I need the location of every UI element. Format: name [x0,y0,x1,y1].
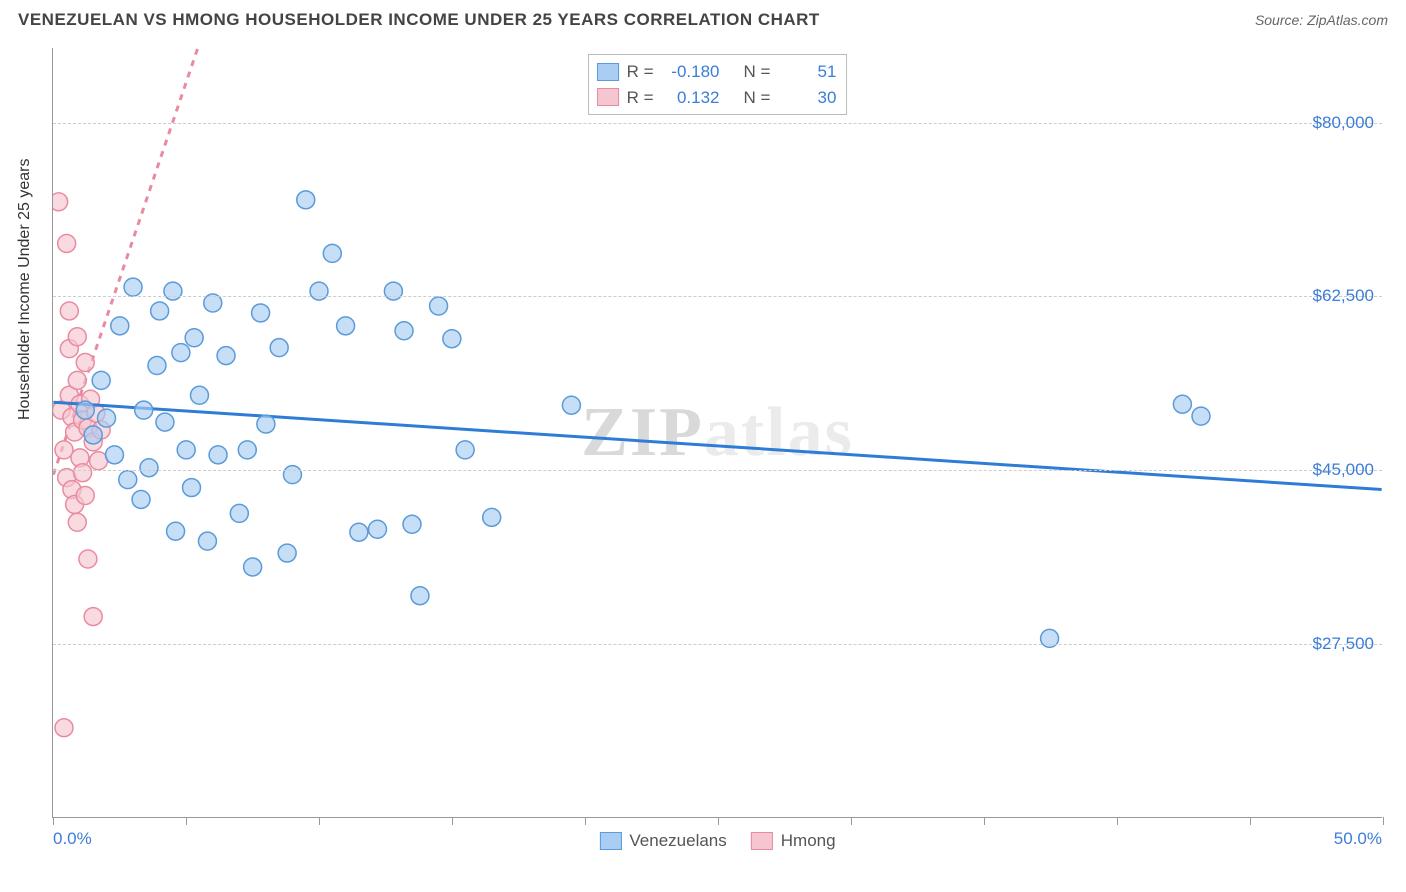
chart-title: VENEZUELAN VS HMONG HOUSEHOLDER INCOME U… [18,10,820,30]
n-value-hmong: 30 [778,85,836,111]
grid-line [53,123,1382,124]
stat-row-venezuelans: R = -0.180 N = 51 [597,59,837,85]
scatter-plot-svg [53,48,1382,817]
x-tick-mark [53,817,54,825]
header: VENEZUELAN VS HMONG HOUSEHOLDER INCOME U… [0,0,1406,36]
grid-line [53,470,1382,471]
x-max-label: 50.0% [1334,829,1382,849]
source-label: Source: [1255,12,1303,28]
series-legend: Venezuelans Hmong [599,831,835,851]
x-min-label: 0.0% [53,829,92,849]
y-tick-label: $45,000 [1313,460,1374,480]
swatch-hmong [751,832,773,850]
x-tick-mark [1383,817,1384,825]
n-value-venezuelans: 51 [778,59,836,85]
legend-item-venezuelans: Venezuelans [599,831,726,851]
chart-plot-area: ZIPatlas R = -0.180 N = 51 R = 0.132 N =… [52,48,1382,818]
x-tick-mark [186,817,187,825]
legend-label-venezuelans: Venezuelans [629,831,726,851]
statistics-legend: R = -0.180 N = 51 R = 0.132 N = 30 [588,54,848,115]
y-axis-label: Householder Income Under 25 years [16,159,34,420]
legend-label-hmong: Hmong [781,831,836,851]
x-tick-mark [851,817,852,825]
x-tick-mark [1250,817,1251,825]
swatch-venezuelans [597,63,619,81]
x-tick-mark [319,817,320,825]
watermark: ZIPatlas [581,393,854,473]
n-label: N = [744,85,771,111]
y-tick-label: $80,000 [1313,113,1374,133]
r-value-hmong: 0.132 [662,85,720,111]
grid-line [53,296,1382,297]
swatch-hmong [597,88,619,106]
y-tick-label: $27,500 [1313,634,1374,654]
y-tick-label: $62,500 [1313,286,1374,306]
x-tick-mark [718,817,719,825]
n-label: N = [744,59,771,85]
legend-item-hmong: Hmong [751,831,836,851]
r-label: R = [627,59,654,85]
source-credit: Source: ZipAtlas.com [1255,12,1388,28]
x-tick-mark [984,817,985,825]
x-tick-mark [1117,817,1118,825]
grid-line [53,644,1382,645]
swatch-venezuelans [599,832,621,850]
stat-row-hmong: R = 0.132 N = 30 [597,85,837,111]
r-value-venezuelans: -0.180 [662,59,720,85]
r-label: R = [627,85,654,111]
x-tick-mark [585,817,586,825]
x-tick-mark [452,817,453,825]
source-name: ZipAtlas.com [1307,12,1388,28]
